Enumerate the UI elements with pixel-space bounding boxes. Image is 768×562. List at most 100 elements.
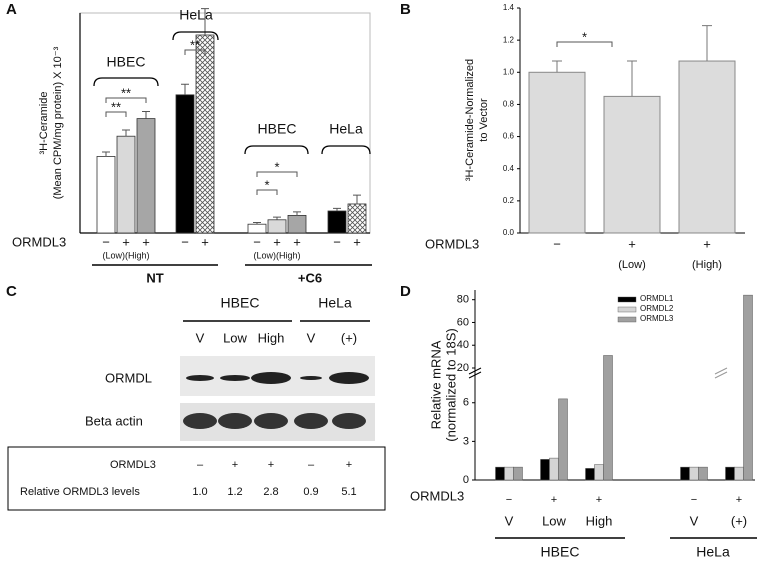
legend-swatch <box>617 296 637 303</box>
blot-row-label: ORMDL <box>105 370 152 385</box>
significance-label: * <box>264 177 269 192</box>
y-axis-label: Relative mRNA <box>428 340 443 429</box>
y-tick-label: 0 <box>463 474 469 486</box>
lane-label: High <box>258 330 285 345</box>
error-bar <box>122 129 130 137</box>
blot-band <box>183 413 217 429</box>
significance-bracket <box>184 49 206 55</box>
x-tick-label: − <box>333 234 341 249</box>
error-bar <box>181 83 189 95</box>
significance-bracket <box>105 97 147 103</box>
error-bar <box>627 60 637 97</box>
table-cell: 1.2 <box>227 486 242 498</box>
panel-label: B <box>400 1 411 18</box>
significance-label: ** <box>190 37 200 52</box>
bar <box>136 118 156 234</box>
blot-row-label: Beta actin <box>85 413 143 428</box>
table-cell: 5.1 <box>341 486 356 498</box>
x-tick-label: V <box>690 513 699 528</box>
bar <box>734 466 744 481</box>
sublabel: (High) <box>692 259 722 271</box>
y-tick-label: 1.4 <box>503 3 515 12</box>
x-tick-label: + <box>201 234 209 249</box>
axis-break <box>468 367 482 379</box>
x-tick-label: + <box>122 234 130 249</box>
bar <box>96 156 116 234</box>
y-tick-label: 0.6 <box>503 132 515 141</box>
bar <box>528 71 586 234</box>
y-axis-label: to Vector <box>478 98 490 142</box>
x-sign-label: + <box>736 494 742 506</box>
group-label: HeLa <box>318 295 352 311</box>
x-sign-label: + <box>551 494 557 506</box>
bar <box>585 468 595 481</box>
blot-band <box>218 413 252 429</box>
table-cell: 2.8 <box>263 486 278 498</box>
bar <box>287 214 307 234</box>
bracket <box>321 145 371 155</box>
cell-label: HeLa <box>179 7 213 23</box>
blot-band <box>300 376 322 380</box>
blot-band <box>332 413 366 429</box>
bar <box>549 457 559 481</box>
bar <box>247 223 267 234</box>
blot-band <box>329 372 369 384</box>
bar <box>725 466 735 481</box>
cell-label: HBEC <box>258 121 297 137</box>
table-row-label: ORMDL3 <box>110 459 156 471</box>
x-sign-label: − <box>691 494 697 506</box>
x-axis-label: ORMDL3 <box>410 488 464 503</box>
legend-label: ORMDL3 <box>640 314 674 323</box>
bar <box>680 466 690 481</box>
significance-bracket <box>256 171 298 177</box>
axis-break <box>714 367 728 379</box>
blot-band <box>294 413 328 429</box>
group-label: HBEC <box>541 544 580 560</box>
cell-label: HBEC <box>107 54 146 70</box>
bar <box>558 398 568 481</box>
bar <box>603 95 661 234</box>
x-tick-label: + <box>628 236 636 251</box>
y-axis-label: ³H-Ceramide-Normalized <box>464 59 476 181</box>
error-bar <box>201 8 209 35</box>
table-cell: + <box>268 459 274 471</box>
bar <box>678 60 736 234</box>
y-tick-label: 1.2 <box>503 35 515 44</box>
significance-label: ** <box>121 85 131 100</box>
table-cell: 1.0 <box>192 486 207 498</box>
bracket <box>93 77 159 87</box>
legend-label: ORMDL1 <box>640 294 674 303</box>
y-tick-label: 0.8 <box>503 100 515 109</box>
x-tick-label: − <box>102 234 110 249</box>
bar <box>698 466 708 481</box>
error-bar <box>253 221 261 225</box>
significance-bracket <box>105 111 127 117</box>
x-tick-label: + <box>353 234 361 249</box>
table-row-label: Relative ORMDL3 levels <box>20 486 140 498</box>
y-tick-label: 80 <box>457 294 469 306</box>
x-tick-label: − <box>553 236 561 251</box>
panel-label: D <box>400 283 411 300</box>
panel-label: A <box>6 1 17 18</box>
lane-label: V <box>307 330 316 345</box>
x-tick-label: + <box>142 234 150 249</box>
y-tick-label: 0.0 <box>503 228 515 237</box>
bar <box>603 355 613 481</box>
blot-band <box>251 372 291 384</box>
x-tick-label: + <box>293 234 301 249</box>
bar <box>116 135 136 234</box>
x-tick-label: (+) <box>731 513 747 528</box>
error-bar <box>552 60 562 73</box>
table-cell: – <box>308 459 315 471</box>
error-bar <box>333 207 341 211</box>
table-cell: + <box>346 459 352 471</box>
bar <box>513 466 523 481</box>
y-tick-label: 0.2 <box>503 196 515 205</box>
legend-swatch <box>617 316 637 323</box>
bar <box>347 203 367 234</box>
bar <box>594 464 604 481</box>
bracket <box>244 145 309 155</box>
cell-label: HeLa <box>329 121 363 137</box>
blot-band <box>220 375 250 381</box>
